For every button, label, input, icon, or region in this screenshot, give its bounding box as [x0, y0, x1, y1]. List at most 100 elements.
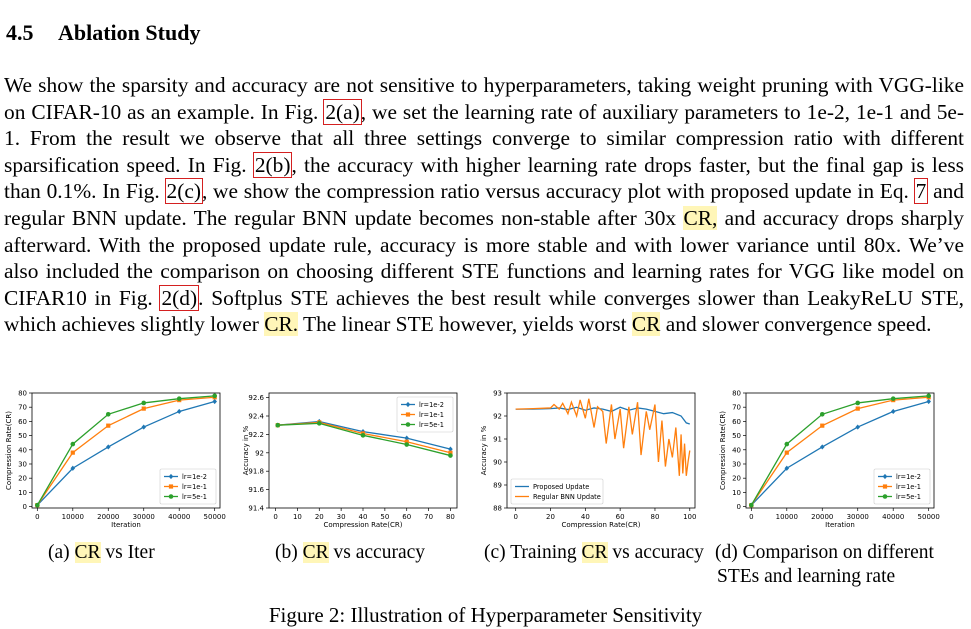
data-point: [168, 473, 174, 480]
caption-b-rest: vs accuracy: [328, 542, 425, 563]
y-tick-label: 80: [732, 390, 741, 398]
y-tick-label: 70: [18, 404, 27, 412]
x-tick-label: 0: [273, 513, 277, 521]
y-tick-label: 80: [18, 390, 27, 398]
x-tick-label: 0: [513, 513, 517, 521]
legend-label: lr=5e-1: [896, 493, 921, 501]
y-tick-label: 92: [255, 449, 264, 457]
paragraph-text: The linear STE however, yields worst: [298, 312, 632, 337]
x-axis-label: Compression Rate(CR): [562, 521, 641, 529]
caption-b-highlight: CR: [302, 542, 329, 563]
caption-d-line1: (d) Comparison on different: [715, 542, 934, 563]
y-tick-label: 91.6: [248, 486, 264, 494]
y-tick-label: 60: [732, 418, 741, 426]
x-tick-label: 50: [380, 513, 389, 521]
data-point: [212, 393, 217, 399]
data-point: [212, 398, 217, 405]
y-tick-label: 20: [18, 475, 27, 483]
caption-c-label: (c) Training: [484, 542, 582, 563]
data-point: [448, 446, 453, 452]
chart-legend: lr=1e-2 lr=1e-1 lr=5e-1: [873, 468, 931, 505]
data-point: [926, 393, 931, 399]
y-axis-label: Accuracy in %: [480, 425, 488, 475]
y-tick-label: 89: [493, 482, 502, 490]
x-tick-label: 40: [581, 513, 590, 521]
caption-a-rest: vs Iter: [100, 542, 155, 563]
caption-d-line2: STEs and learning rate: [717, 566, 896, 587]
data-point: [168, 494, 174, 499]
data-point: [141, 400, 147, 406]
data-point: [405, 412, 411, 417]
highlighted-term: CR.: [264, 312, 299, 337]
legend-label: lr=1e-2: [182, 473, 207, 481]
x-tick-label: 80: [446, 513, 455, 521]
x-tick-label: 40: [359, 513, 368, 521]
plot-frame: [268, 392, 458, 509]
y-tick-label: 0: [23, 503, 27, 511]
legend-label: lr=1e-2: [896, 473, 921, 481]
caption-c-highlight: CR: [581, 542, 608, 563]
paragraph-text: , we set the learning rate of auxiliary …: [4, 99, 965, 177]
legend-box: [510, 478, 604, 505]
x-tick-label: 30: [337, 513, 346, 521]
data-point: [882, 494, 888, 499]
y-tick-label: 50: [18, 432, 27, 440]
data-point: [784, 441, 790, 447]
x-tick-label: 10000: [62, 513, 84, 521]
y-tick-label: 91.8: [248, 468, 264, 476]
y-tick-label: 92: [493, 413, 502, 421]
data-point: [106, 423, 111, 428]
x-tick-label: 50000: [204, 513, 226, 521]
data-point: [35, 502, 40, 508]
x-tick-label: 30000: [847, 513, 869, 521]
x-tick-label: 60: [402, 513, 411, 521]
paragraph-text: . Softplus STE achieves the best result …: [4, 285, 964, 337]
series-lr-5e-1: [35, 393, 217, 508]
x-tick-label: 10: [293, 513, 302, 521]
series-regular-bnn-update: [515, 398, 691, 476]
x-axis-label: Iteration: [825, 521, 855, 529]
x-tick-label: 10000: [776, 513, 798, 521]
plot-frame: [745, 392, 935, 509]
data-point: [784, 465, 790, 471]
data-point: [855, 424, 861, 430]
legend-box: [159, 468, 217, 505]
data-point: [404, 439, 409, 444]
figure-reference-link[interactable]: 2(d): [159, 284, 200, 311]
data-point: [926, 398, 931, 405]
x-tick-label: 40000: [882, 513, 904, 521]
legend-label: Proposed Update: [533, 483, 589, 491]
figure-reference-link[interactable]: 2(c): [164, 178, 203, 205]
caption-c-rest: vs accuracy: [607, 542, 704, 563]
chart-legend: lr=1e-2 lr=1e-1 lr=5e-1: [396, 396, 454, 433]
x-tick-label: 70: [424, 513, 433, 521]
series-line: [750, 400, 929, 506]
figure-reference-link[interactable]: 7: [913, 178, 929, 205]
data-point: [176, 408, 182, 415]
figure-reference-link[interactable]: 2(a): [323, 98, 362, 125]
caption-d: (d) Comparison on different STEs and lea…: [715, 541, 934, 589]
data-point: [168, 484, 174, 489]
paragraph-text: and regular BNN update. The regular BNN …: [4, 179, 965, 230]
legend-box: [873, 468, 931, 505]
series-lr-5e-1: [749, 393, 931, 508]
figure-panel-c: 0 20 40 60 80 100 88 89 90 91 92 93 Compression Rate…: [477, 388, 702, 533]
chart-cr-vs-accuracy: 0 10 20 30 40 50 60 70 80 91.4 91.6 91.8 92 92.2 92.4 9…: [242, 392, 458, 529]
series-line: [750, 396, 929, 506]
section-heading: 4.5 Ablation Study: [6, 20, 200, 46]
data-point: [405, 422, 411, 427]
data-point: [749, 502, 754, 508]
data-point: [316, 421, 322, 426]
plot-frame: [31, 392, 221, 509]
y-tick-label: 40: [732, 446, 741, 454]
data-point: [70, 450, 75, 455]
paragraph-text: , the accuracy with higher learning rate…: [4, 152, 964, 204]
x-tick-label: 0: [749, 513, 753, 521]
chart-legend: lr=1e-2 lr=1e-1 lr=5e-1: [159, 468, 217, 505]
x-tick-label: 50000: [918, 513, 940, 521]
data-point: [855, 406, 860, 411]
paragraph-text: and accuracy drops sharply afterward. Wi…: [4, 205, 964, 310]
chart-ste-comparison: 0 10000 20000 30000 40000 50000 0 10 20 30 40 50 60 7…: [719, 390, 940, 530]
series-line: [36, 395, 215, 506]
figure-reference-link[interactable]: 2(b): [252, 151, 293, 178]
